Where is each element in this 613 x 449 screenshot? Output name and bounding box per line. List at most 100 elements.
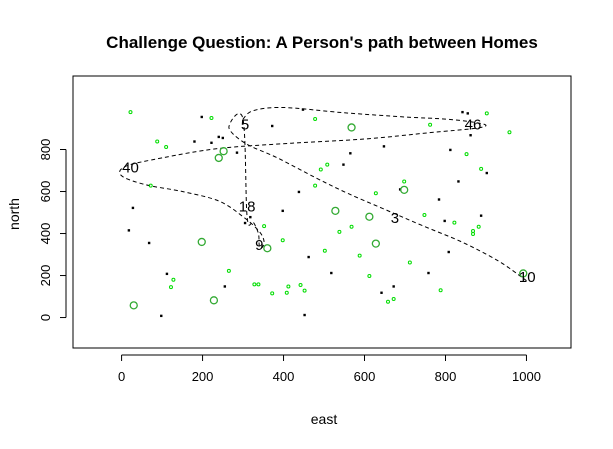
home-marker bbox=[129, 301, 138, 310]
green-point bbox=[256, 282, 261, 287]
y-tick-label: 0 bbox=[38, 314, 53, 321]
green-point bbox=[280, 238, 285, 243]
green-point bbox=[209, 116, 214, 121]
black-point bbox=[307, 255, 310, 259]
home-label: 5 bbox=[241, 116, 249, 133]
x-axis: 0 200 400 600 800 1000 bbox=[118, 354, 541, 384]
home-marker bbox=[214, 153, 223, 163]
green-point bbox=[168, 285, 173, 290]
black-point bbox=[223, 285, 227, 288]
y-tick-label: 200 bbox=[38, 265, 53, 287]
black-point bbox=[193, 140, 196, 143]
black-point bbox=[380, 291, 383, 294]
green-point bbox=[322, 248, 327, 253]
green-point bbox=[407, 260, 412, 265]
green-point bbox=[171, 277, 176, 282]
green-point bbox=[302, 288, 307, 293]
green-point bbox=[128, 110, 133, 115]
home-marker bbox=[331, 206, 340, 215]
home-marker bbox=[209, 296, 219, 305]
x-tick-label: 200 bbox=[192, 369, 214, 384]
green-point bbox=[148, 183, 153, 188]
black-point bbox=[221, 136, 225, 140]
black-point bbox=[271, 124, 274, 128]
green-point bbox=[357, 253, 362, 258]
y-tick-label: 800 bbox=[38, 139, 53, 161]
home-label: 18 bbox=[239, 199, 256, 216]
home-label: 10 bbox=[519, 269, 536, 286]
home-label: 40 bbox=[122, 159, 139, 176]
x-tick-label: 800 bbox=[435, 369, 457, 384]
green-point bbox=[337, 229, 342, 234]
black-point bbox=[160, 314, 163, 318]
home-marker bbox=[263, 244, 272, 253]
black-point bbox=[131, 206, 135, 210]
black-point bbox=[301, 108, 305, 111]
home-marker bbox=[519, 269, 528, 278]
green-point bbox=[367, 273, 372, 278]
black-point bbox=[469, 134, 472, 137]
black-point bbox=[342, 163, 345, 166]
x-tick-label: 0 bbox=[118, 369, 125, 384]
black-point bbox=[243, 221, 247, 225]
green-point bbox=[270, 291, 275, 296]
green-point bbox=[262, 224, 267, 229]
black-point bbox=[127, 229, 131, 232]
black-point bbox=[200, 115, 203, 119]
home-labels-layer: 5 46 40 18 3 9 10 bbox=[122, 116, 535, 286]
green-point bbox=[402, 179, 407, 184]
green-point bbox=[373, 191, 378, 196]
green-point bbox=[298, 282, 303, 287]
green-points-layer bbox=[128, 110, 512, 304]
black-point bbox=[210, 141, 213, 144]
black-point bbox=[427, 271, 430, 275]
green-point bbox=[313, 117, 318, 122]
green-point bbox=[476, 224, 481, 229]
black-point bbox=[303, 313, 306, 317]
green-point bbox=[385, 299, 390, 304]
chart-title: Challenge Question: A Person's path betw… bbox=[106, 33, 538, 52]
black-point bbox=[449, 148, 452, 152]
green-point bbox=[318, 167, 323, 172]
home-label: 46 bbox=[465, 116, 482, 133]
person-path bbox=[119, 106, 527, 282]
y-tick-label: 400 bbox=[38, 223, 53, 245]
black-point bbox=[281, 209, 284, 213]
x-tick-label: 1000 bbox=[512, 369, 541, 384]
green-point bbox=[471, 229, 476, 234]
plot-frame bbox=[72, 75, 572, 349]
green-point bbox=[391, 297, 396, 302]
home-marker bbox=[371, 239, 380, 248]
black-point bbox=[479, 214, 483, 217]
green-point bbox=[226, 268, 231, 273]
home-marker bbox=[347, 123, 356, 132]
y-tick-label: 600 bbox=[38, 181, 53, 203]
path-layer bbox=[119, 106, 527, 282]
black-point bbox=[330, 271, 333, 275]
black-point bbox=[297, 190, 301, 194]
green-point bbox=[164, 144, 169, 149]
home-marker bbox=[400, 185, 409, 194]
black-point bbox=[443, 219, 446, 223]
home-label: 3 bbox=[391, 210, 399, 227]
home-markers-layer bbox=[129, 123, 528, 310]
green-point bbox=[479, 166, 484, 171]
black-point bbox=[466, 112, 469, 115]
x-axis-label: east bbox=[311, 411, 338, 427]
home-marker bbox=[197, 237, 206, 247]
green-point bbox=[438, 288, 443, 293]
black-point bbox=[165, 272, 169, 276]
green-point bbox=[484, 111, 489, 116]
x-tick-label: 600 bbox=[354, 369, 376, 384]
black-point bbox=[447, 250, 450, 254]
black-points-layer bbox=[127, 108, 488, 318]
green-point bbox=[428, 122, 433, 127]
black-point bbox=[485, 171, 488, 175]
black-point bbox=[249, 215, 252, 219]
black-point bbox=[147, 241, 151, 245]
green-point bbox=[155, 139, 160, 144]
green-point bbox=[464, 152, 469, 157]
green-point bbox=[252, 282, 257, 287]
x-tick-label: 400 bbox=[273, 369, 295, 384]
